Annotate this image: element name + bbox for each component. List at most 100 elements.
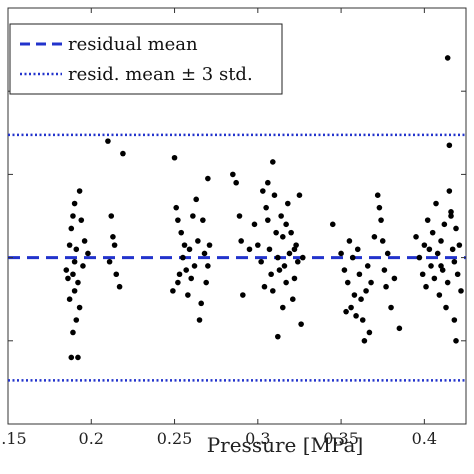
data-point bbox=[180, 254, 186, 261]
data-point bbox=[120, 150, 126, 157]
data-point bbox=[413, 234, 419, 240]
data-point bbox=[428, 263, 434, 269]
data-point bbox=[338, 250, 344, 257]
data-point bbox=[178, 229, 185, 236]
data-point bbox=[105, 138, 111, 144]
data-point bbox=[286, 250, 293, 257]
legend-box bbox=[9, 23, 283, 95]
data-point bbox=[421, 242, 428, 248]
data-point bbox=[205, 175, 211, 182]
data-point bbox=[366, 329, 373, 336]
data-point bbox=[255, 242, 261, 248]
data-point bbox=[438, 238, 444, 244]
data-point bbox=[261, 283, 268, 290]
x-tick-label: 0.3 bbox=[245, 429, 270, 448]
data-point bbox=[426, 246, 433, 253]
x-tick-label: 0.25 bbox=[157, 429, 193, 448]
data-point bbox=[376, 204, 383, 211]
data-point bbox=[458, 288, 464, 294]
data-point bbox=[419, 271, 426, 278]
data-point bbox=[374, 192, 381, 198]
data-point bbox=[276, 267, 283, 273]
data-point bbox=[66, 242, 73, 248]
data-point bbox=[70, 329, 76, 336]
data-point bbox=[85, 250, 91, 257]
data-point bbox=[270, 288, 276, 294]
data-point bbox=[65, 275, 71, 282]
data-point bbox=[349, 254, 356, 261]
data-point bbox=[424, 217, 431, 223]
data-point bbox=[186, 246, 193, 253]
data-point bbox=[275, 254, 281, 261]
data-point bbox=[329, 221, 336, 228]
data-point bbox=[70, 213, 76, 219]
data-point bbox=[448, 209, 454, 215]
data-point bbox=[299, 254, 306, 261]
data-point bbox=[283, 279, 289, 286]
x-tick-label: 0.4 bbox=[412, 429, 437, 448]
data-point bbox=[238, 238, 244, 244]
data-point bbox=[280, 234, 286, 240]
data-point bbox=[175, 279, 181, 286]
data-point bbox=[263, 204, 269, 211]
data-point bbox=[346, 238, 353, 244]
data-point bbox=[110, 234, 116, 240]
data-point bbox=[391, 275, 398, 282]
data-point bbox=[429, 229, 436, 236]
data-point bbox=[384, 250, 391, 257]
data-point bbox=[171, 154, 178, 161]
data-point bbox=[354, 246, 361, 253]
data-point bbox=[416, 254, 423, 261]
data-point bbox=[71, 200, 78, 207]
data-point bbox=[278, 213, 284, 219]
data-point bbox=[81, 238, 88, 244]
data-point bbox=[176, 271, 183, 278]
data-point bbox=[449, 246, 456, 253]
data-point bbox=[344, 279, 351, 286]
data-point bbox=[181, 242, 188, 248]
data-point bbox=[453, 338, 459, 344]
data-point bbox=[291, 246, 298, 253]
x-tick-label: .15 bbox=[1, 429, 26, 448]
data-point bbox=[454, 271, 461, 278]
data-point bbox=[76, 304, 83, 311]
reference-lines bbox=[8, 133, 466, 382]
data-point bbox=[236, 213, 243, 219]
data-point bbox=[273, 229, 279, 236]
data-point bbox=[444, 55, 451, 61]
data-point bbox=[73, 246, 80, 253]
data-point bbox=[451, 317, 458, 323]
data-point bbox=[185, 292, 191, 298]
data-point bbox=[448, 213, 454, 219]
data-point bbox=[341, 267, 348, 273]
legend: residual mean resid. mean ± 3 std. bbox=[9, 23, 283, 95]
data-point bbox=[423, 283, 429, 290]
data-point bbox=[438, 263, 444, 269]
data-point bbox=[294, 258, 301, 265]
data-point bbox=[446, 188, 453, 194]
data-point bbox=[260, 188, 266, 194]
data-point bbox=[351, 292, 358, 298]
data-point bbox=[200, 217, 206, 223]
data-point bbox=[233, 179, 239, 186]
data-point bbox=[363, 288, 369, 294]
data-point bbox=[175, 217, 181, 223]
x-axis-ticks: .15 0.2 0.25 0.3 0.35 0.4 bbox=[1, 8, 437, 448]
x-tick-label: 0.35 bbox=[323, 429, 359, 448]
data-point bbox=[251, 221, 258, 228]
data-point bbox=[284, 200, 291, 207]
data-point bbox=[266, 246, 273, 253]
data-point bbox=[75, 279, 81, 286]
data-point bbox=[66, 296, 73, 303]
data-point bbox=[378, 217, 384, 223]
data-point bbox=[431, 275, 438, 282]
data-point bbox=[381, 267, 388, 273]
data-point bbox=[198, 300, 204, 307]
data-point bbox=[68, 354, 75, 361]
data-point bbox=[183, 267, 190, 273]
data-point bbox=[443, 304, 449, 311]
data-point bbox=[201, 250, 208, 257]
data-point bbox=[281, 263, 288, 269]
data-point bbox=[446, 142, 453, 149]
